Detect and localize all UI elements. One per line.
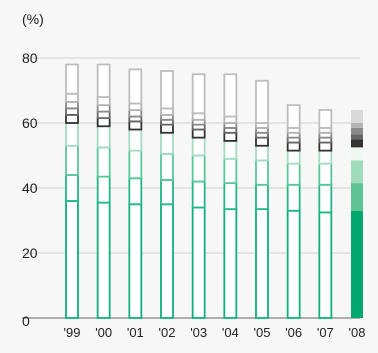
x-tick-label: '99 <box>64 325 81 340</box>
bar-segment <box>223 157 238 185</box>
bar-segment <box>65 92 79 103</box>
bar-segment <box>65 200 79 319</box>
bar-segment <box>191 128 206 139</box>
bar-segment <box>191 154 206 183</box>
bar-segment <box>65 122 79 147</box>
bar-segment <box>65 144 79 176</box>
bar-segment <box>128 203 143 319</box>
bar-segment <box>96 175 111 204</box>
bar-segment <box>65 100 79 110</box>
bar-segment <box>223 139 238 160</box>
bar-segment <box>286 141 301 152</box>
bar-segment <box>96 201 111 319</box>
bar-segment <box>96 117 111 128</box>
bar-segment <box>96 110 111 120</box>
bar-segment <box>351 139 363 148</box>
bar-segment <box>191 206 206 319</box>
bar-segment <box>318 141 333 152</box>
bar-segment <box>255 159 269 186</box>
bar-segment <box>128 177 143 206</box>
x-tick-label: '05 <box>254 325 271 340</box>
y-tick-label: 80 <box>22 50 38 66</box>
bar-segment <box>96 96 111 107</box>
bar-segment <box>191 136 206 157</box>
x-tick-label: '04 <box>222 325 239 340</box>
bar-segment <box>191 73 206 115</box>
bar-segment <box>286 162 301 186</box>
bar-segment <box>191 180 206 209</box>
bar-segment <box>255 79 269 124</box>
bar-segment <box>351 123 363 128</box>
bar-segment <box>351 110 363 123</box>
bar-segment <box>351 127 363 135</box>
y-tick-label: 20 <box>22 245 38 261</box>
bar-segment <box>65 113 79 124</box>
bar-segment <box>96 104 111 113</box>
bar-segment <box>128 128 143 152</box>
bar-segment <box>318 211 333 319</box>
bar-segment <box>223 182 238 211</box>
bar-segment <box>128 68 143 105</box>
bar-segment <box>160 152 174 181</box>
bar-segment <box>286 183 301 212</box>
bar-segment <box>128 120 143 131</box>
bar-segment <box>351 183 363 211</box>
bar-segment <box>191 112 206 121</box>
bar-segment <box>255 144 269 162</box>
y-tick-label: 40 <box>22 180 38 196</box>
bar-segment <box>128 149 143 180</box>
bar-segment <box>255 183 269 211</box>
x-tick-label: '01 <box>127 325 144 340</box>
unit-label: (%) <box>22 11 44 27</box>
bar-segment <box>351 147 363 161</box>
bar-segment <box>160 178 174 206</box>
bar-segment <box>160 131 174 155</box>
bar-segment <box>65 174 79 202</box>
bar-segment <box>160 107 174 116</box>
bar-segment <box>286 104 301 129</box>
bar-segment <box>128 109 143 118</box>
bar-segment <box>96 125 111 149</box>
bar-segment <box>223 208 238 319</box>
bar-segment <box>255 136 269 147</box>
y-tick-label: 60 <box>22 115 38 131</box>
x-tick-label: '06 <box>285 325 302 340</box>
bar-segment <box>223 73 238 118</box>
bar-segment <box>351 134 363 140</box>
x-tick-label: '03 <box>190 325 207 340</box>
bar-segment <box>223 131 238 142</box>
bar-segment <box>223 115 238 124</box>
bar-segment <box>128 102 143 111</box>
bar-segment <box>318 162 333 186</box>
bar-segment <box>65 63 79 95</box>
bar-segment <box>318 109 333 129</box>
bar-segment <box>160 70 174 110</box>
bar-segment <box>96 146 111 178</box>
bar-segment <box>286 149 301 165</box>
x-tick-label: '07 <box>317 325 334 340</box>
bar-segment <box>318 149 333 165</box>
x-tick-label: '02 <box>159 325 176 340</box>
y-tick-label: 0 <box>22 313 30 329</box>
x-tick-label: '08 <box>349 325 366 340</box>
bar-segment <box>255 208 269 319</box>
x-tick-label: '00 <box>95 325 112 340</box>
bar-segment <box>160 203 174 319</box>
bar-segment <box>96 63 111 98</box>
bar-segment <box>160 123 174 134</box>
bar-segment <box>318 183 333 214</box>
bar-segment <box>351 160 363 184</box>
bar-segment <box>65 107 79 116</box>
bar-segment <box>351 210 363 318</box>
bar-segment <box>286 209 301 319</box>
